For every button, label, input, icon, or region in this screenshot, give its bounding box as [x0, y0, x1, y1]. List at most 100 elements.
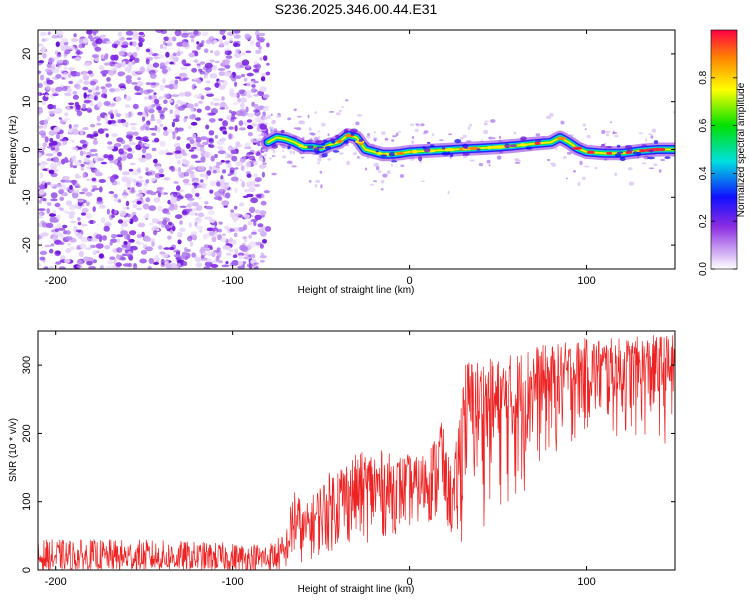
noise-blob [114, 175, 119, 179]
noise-blob [231, 111, 237, 116]
noise-blob [123, 223, 128, 227]
ridge-hotspot [396, 151, 405, 155]
noise-blob [165, 262, 172, 269]
noise-blob [163, 177, 171, 181]
noise-blob [484, 120, 489, 123]
spectrogram-noise [38, 30, 675, 269]
noise-blob [79, 129, 84, 136]
noise-blob [550, 162, 556, 165]
noise-blob [101, 87, 108, 94]
noise-blob [234, 187, 238, 194]
noise-blob [145, 179, 150, 184]
ridge-blob [280, 129, 285, 134]
noise-blob [287, 160, 292, 164]
noise-blob [108, 191, 115, 194]
noise-blob [336, 112, 341, 116]
noise-blob [59, 118, 64, 125]
noise-blob [212, 169, 218, 174]
noise-blob [59, 207, 64, 211]
noise-blob [77, 217, 81, 221]
noise-blob [214, 135, 218, 139]
noise-blob [177, 263, 181, 266]
snr-x-tick-label: -100 [222, 576, 244, 588]
noise-blob [103, 54, 109, 60]
noise-blob [77, 221, 82, 226]
noise-blob [258, 32, 266, 37]
noise-blob [207, 244, 213, 249]
noise-blob [92, 140, 99, 145]
noise-blob [222, 233, 226, 236]
noise-blob [119, 210, 127, 217]
noise-blob [203, 151, 211, 158]
noise-blob [566, 151, 572, 155]
ridge-hotspot [659, 147, 666, 152]
noise-blob [76, 110, 83, 117]
noise-blob [185, 143, 191, 149]
noise-blob [176, 259, 183, 263]
noise-blob [373, 162, 379, 167]
noise-blob [258, 157, 264, 162]
noise-blob [260, 76, 266, 82]
noise-blob [173, 254, 181, 258]
ridge-blob [422, 146, 426, 149]
noise-blob [317, 130, 321, 133]
noise-blob [287, 117, 292, 121]
noise-blob [225, 192, 231, 199]
noise-blob [116, 234, 124, 238]
noise-blob [122, 171, 130, 176]
noise-blob [57, 151, 62, 157]
noise-blob [169, 99, 174, 103]
noise-blob [117, 119, 122, 124]
noise-blob [144, 143, 151, 147]
noise-blob [103, 101, 111, 106]
noise-blob [74, 83, 79, 89]
noise-blob [51, 236, 57, 240]
noise-blob [242, 236, 247, 240]
noise-blob [228, 249, 234, 252]
noise-blob [214, 230, 218, 237]
noise-blob [208, 209, 215, 215]
noise-blob [186, 203, 192, 208]
noise-blob [62, 119, 68, 123]
noise-blob [135, 181, 143, 187]
noise-blob [194, 160, 202, 163]
noise-blob [373, 180, 377, 183]
noise-blob [50, 147, 55, 151]
ridge-blob [601, 144, 606, 147]
noise-blob [132, 51, 138, 58]
noise-blob [117, 199, 122, 203]
figure-title: S236.2025.346.00.44.E31 [275, 1, 438, 17]
noise-blob [44, 266, 49, 269]
noise-blob [75, 175, 82, 179]
noise-blob [207, 112, 216, 116]
noise-blob [296, 127, 302, 131]
noise-blob [181, 32, 189, 38]
ridge-blob [322, 139, 328, 142]
noise-blob [105, 265, 114, 269]
noise-blob [134, 92, 142, 96]
noise-blob [95, 234, 103, 240]
noise-blob [209, 189, 214, 194]
noise-blob [69, 184, 73, 190]
noise-blob [224, 50, 228, 55]
noise-blob [94, 153, 98, 157]
noise-blob [52, 93, 59, 97]
ridge-blob [636, 151, 642, 157]
noise-blob [205, 205, 214, 210]
noise-blob [78, 159, 82, 163]
noise-blob [184, 193, 193, 199]
colorbar: 0.0 0.2 0.4 0.6 0.8 Normalized spectral ampl… [698, 29, 747, 276]
noise-blob [116, 181, 121, 185]
noise-blob [174, 153, 182, 160]
noise-blob [210, 155, 215, 162]
noise-blob [197, 79, 202, 84]
noise-blob [213, 196, 222, 201]
noise-blob [250, 253, 256, 259]
noise-blob [83, 80, 90, 86]
noise-blob [153, 158, 158, 164]
noise-blob [565, 177, 568, 180]
noise-blob [148, 108, 155, 114]
noise-blob [167, 129, 173, 133]
noise-blob [68, 80, 74, 85]
noise-blob [246, 119, 253, 123]
